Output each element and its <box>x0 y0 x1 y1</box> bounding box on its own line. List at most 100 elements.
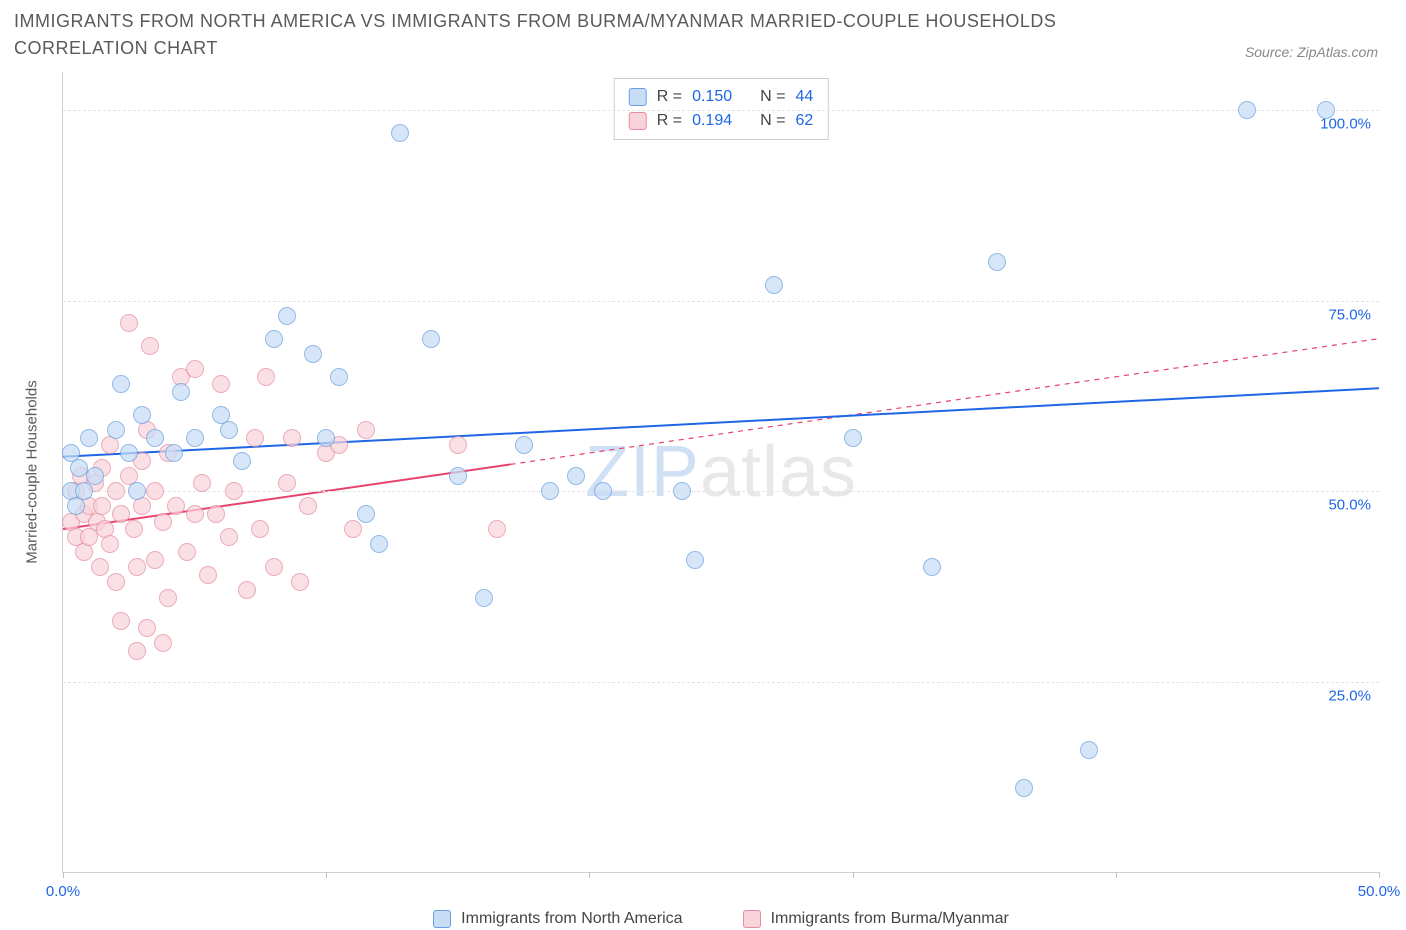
data-point <box>515 436 533 454</box>
stats-row: R = 0.194 N = 62 <box>629 109 814 133</box>
legend-label: Immigrants from Burma/Myanmar <box>771 910 1009 928</box>
data-point <box>251 520 269 538</box>
legend-item: Immigrants from North America <box>433 910 682 928</box>
y-tick-label: 50.0% <box>1328 497 1371 514</box>
data-point <box>344 520 362 538</box>
data-point <box>93 497 111 515</box>
data-point <box>422 330 440 348</box>
data-point <box>257 368 275 386</box>
data-point <box>291 573 309 591</box>
data-point <box>567 467 585 485</box>
data-point <box>317 429 335 447</box>
y-tick-label: 25.0% <box>1328 687 1371 704</box>
data-point <box>278 474 296 492</box>
data-point <box>146 551 164 569</box>
data-point <box>475 589 493 607</box>
x-tick <box>63 872 64 878</box>
swatch-icon <box>629 112 647 130</box>
data-point <box>107 421 125 439</box>
y-axis-label: Married-couple Households <box>24 380 41 563</box>
plot-area: ZIPatlas R =0.150N =44R =0.194N =62 Immi… <box>62 72 1379 873</box>
n-value: 62 <box>795 109 813 133</box>
data-point <box>449 436 467 454</box>
data-point <box>128 642 146 660</box>
n-label: N = <box>760 85 785 109</box>
data-point <box>673 482 691 500</box>
data-point <box>988 253 1006 271</box>
trend-lines <box>63 72 1379 872</box>
data-point <box>1238 101 1256 119</box>
data-point <box>299 497 317 515</box>
data-point <box>923 558 941 576</box>
x-tick <box>1379 872 1380 878</box>
swatch-icon <box>743 910 761 928</box>
r-label: R = <box>657 109 682 133</box>
gridline <box>63 491 1379 492</box>
data-point <box>141 337 159 355</box>
data-point <box>120 314 138 332</box>
data-point <box>330 368 348 386</box>
n-label: N = <box>760 109 785 133</box>
x-tick <box>853 872 854 878</box>
data-point <box>193 474 211 492</box>
data-point <box>112 375 130 393</box>
data-point <box>101 535 119 553</box>
data-point <box>488 520 506 538</box>
data-point <box>541 482 559 500</box>
data-point <box>128 558 146 576</box>
x-tick <box>589 872 590 878</box>
data-point <box>146 429 164 447</box>
r-value: 0.194 <box>692 109 732 133</box>
y-tick-label: 75.0% <box>1328 306 1371 323</box>
legend-label: Immigrants from North America <box>461 910 682 928</box>
data-point <box>186 505 204 523</box>
r-value: 0.150 <box>692 85 732 109</box>
data-point <box>128 482 146 500</box>
watermark-atlas: atlas <box>700 432 857 512</box>
legend-item: Immigrants from Burma/Myanmar <box>743 910 1009 928</box>
data-point <box>167 497 185 515</box>
chart-title: IMMIGRANTS FROM NORTH AMERICA VS IMMIGRA… <box>14 8 1114 62</box>
data-point <box>199 566 217 584</box>
data-point <box>125 520 143 538</box>
gridline <box>63 682 1379 683</box>
data-point <box>178 543 196 561</box>
data-point <box>391 124 409 142</box>
data-point <box>165 444 183 462</box>
swatch-icon <box>629 88 647 106</box>
data-point <box>138 619 156 637</box>
watermark: ZIPatlas <box>585 431 857 513</box>
stats-row: R =0.150N =44 <box>629 85 814 109</box>
data-point <box>154 634 172 652</box>
data-point <box>449 467 467 485</box>
data-point <box>1317 101 1335 119</box>
data-point <box>112 505 130 523</box>
x-tick <box>1116 872 1117 878</box>
data-point <box>75 482 93 500</box>
data-point <box>283 429 301 447</box>
stats-legend: R =0.150N =44R =0.194N =62 <box>614 78 829 140</box>
r-label: R = <box>657 85 682 109</box>
gridline <box>63 301 1379 302</box>
data-point <box>357 421 375 439</box>
data-point <box>594 482 612 500</box>
data-point <box>233 452 251 470</box>
data-point <box>120 444 138 462</box>
swatch-icon <box>433 910 451 928</box>
data-point <box>225 482 243 500</box>
data-point <box>246 429 264 447</box>
data-point <box>265 330 283 348</box>
data-point <box>107 482 125 500</box>
data-point <box>765 276 783 294</box>
data-point <box>186 429 204 447</box>
data-point <box>112 612 130 630</box>
data-point <box>107 573 125 591</box>
data-point <box>80 429 98 447</box>
x-tick <box>326 872 327 878</box>
x-tick-label: 0.0% <box>46 883 80 900</box>
data-point <box>265 558 283 576</box>
data-point <box>220 421 238 439</box>
data-point <box>133 406 151 424</box>
data-point <box>1080 741 1098 759</box>
data-point <box>186 360 204 378</box>
